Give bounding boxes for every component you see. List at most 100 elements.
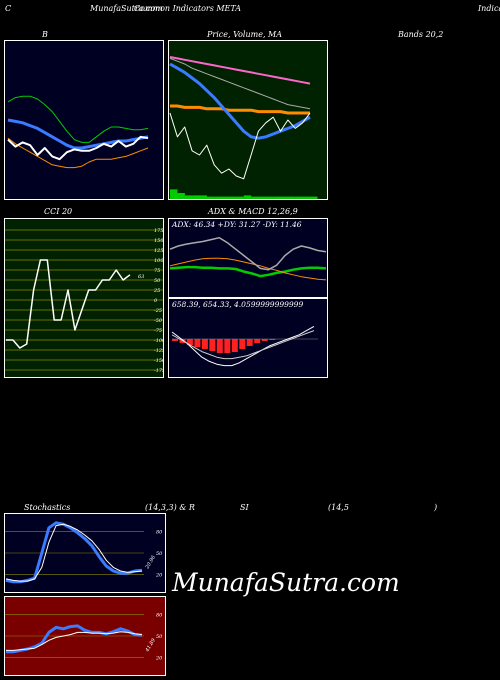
cci-tick-label: -150 [154, 358, 164, 364]
macd-histogram-bar [216, 339, 223, 353]
volume-bar [170, 189, 178, 199]
macd-histogram-bar [231, 339, 238, 352]
price-series-1 [169, 57, 311, 110]
adx-series-1 [169, 257, 327, 281]
price-series-3 [169, 62, 311, 140]
cci-tick-label: -175 [154, 368, 164, 374]
stoch-tick-label: 80 [156, 529, 163, 535]
stoch-params-label: (14,3,3) & R [145, 503, 195, 512]
volume-bar [199, 195, 207, 199]
cci-tick-label: 25 [153, 288, 160, 294]
price-series-4 [169, 112, 311, 180]
bollinger-series-2 [7, 137, 149, 169]
stoch-panel: 80 50 20 20.96 [4, 513, 166, 593]
macd-histogram-bar [186, 339, 193, 345]
volume-bar [295, 196, 303, 199]
header-right: Indicators [478, 4, 500, 13]
cci-tick-label: 100 [154, 258, 164, 264]
bollinger-chart [4, 40, 164, 200]
price-series-2 [170, 104, 310, 115]
cci-tick-label: -50 [154, 318, 163, 324]
cci-panel: 175 150 125 100 75 50 25 0 -25 -50 -75 -100 -125 -150… [4, 218, 164, 378]
price-panel [168, 40, 328, 200]
bollinger-series-1 [7, 118, 149, 150]
macd-histogram-bar [201, 339, 208, 349]
volume-bar [206, 196, 215, 199]
volume-bar [280, 196, 288, 199]
macd-histogram-bar [254, 339, 261, 343]
volume-bar [236, 196, 244, 199]
rsi-close-label: ) [434, 503, 438, 512]
cci-tick-label: 0 [154, 298, 158, 304]
volume-bar [221, 196, 230, 199]
bollinger-series-3 [7, 135, 149, 161]
macd-histogram-bar [194, 339, 201, 347]
cci-tick-label: 125 [154, 248, 164, 254]
adx-series-2 [169, 236, 327, 271]
cci-chart: 175 150 125 100 75 50 25 0 -25 -50 -75 -100 -125 -150… [4, 218, 164, 378]
stoch-tick-label: 50 [156, 551, 163, 557]
cci-value-label: 63 [138, 274, 144, 280]
cci-tick-label: 75 [154, 268, 160, 274]
rsi-series-1 [6, 631, 143, 651]
rsi-tick-label: 80 [156, 612, 163, 618]
volume-bar [214, 196, 222, 199]
cci-tick-label: -100 [154, 338, 164, 344]
bollinger-label: B [42, 30, 48, 39]
cci-tick-label: -125 [154, 348, 164, 354]
adx-panel: ADX: 46.34 +DY: 31.27 -DY: 11.46 [168, 218, 328, 298]
stoch-series-1 [5, 523, 143, 582]
rsi-label: SI [240, 503, 249, 512]
volume-bar [258, 196, 266, 199]
macd-histogram-bar [209, 339, 216, 351]
macd-histogram-bar [246, 339, 253, 346]
volume-bar [192, 195, 200, 199]
macd-histogram-bar [224, 339, 231, 353]
price-label: Price, Volume, MA [207, 30, 283, 39]
volume-bar [177, 193, 185, 199]
volume-bar [310, 196, 318, 199]
macd-histogram-bar [172, 339, 178, 341]
volume-bar [287, 196, 296, 199]
bollinger-series-0 [7, 95, 149, 143]
price-chart [168, 40, 328, 200]
macd-panel: 658.39, 654.33, 4.0599999999999 [168, 298, 328, 378]
header-left: C [5, 4, 12, 13]
stoch-label: Stochastics [24, 503, 71, 512]
stoch-series-0 [5, 521, 143, 584]
bollinger-panel [4, 40, 164, 200]
macd-series-0 [171, 325, 315, 367]
macd-chart [168, 298, 328, 378]
volume-bar [184, 195, 193, 199]
stoch-tick-label: 20 [155, 573, 163, 579]
rsi-tick-label: 20 [155, 656, 163, 662]
header-subtitle: Common Indicators META [134, 4, 242, 13]
header-title: MunafaSutra.com [90, 4, 163, 13]
adx-chart [168, 218, 328, 298]
bands-label: Bands 20,2 [398, 30, 444, 39]
volume-bar [302, 196, 311, 199]
rsi-panel: 80 50 20 41.89 [4, 596, 166, 676]
macd-readout: 658.39, 654.33, 4.0599999999999 [172, 300, 304, 309]
rsi-tick-label: 50 [156, 634, 163, 640]
volume-bar [228, 196, 237, 199]
macd-histogram-bar [261, 339, 268, 341]
macd-histogram-bar [239, 339, 246, 349]
cci-tick-label: 150 [154, 238, 164, 244]
volume-bar [243, 195, 252, 199]
cci-line [6, 259, 131, 349]
adx-macd-label: ADX & MACD 12,26,9 [208, 207, 298, 216]
volume-bar [251, 196, 259, 199]
cci-tick-label: 50 [154, 278, 161, 284]
cci-label: CCI 20 [44, 207, 73, 216]
watermark: MunafaSutra.com [172, 568, 400, 597]
volume-bar [265, 196, 274, 199]
macd-histogram-bar [269, 339, 276, 340]
price-series-0 [169, 56, 311, 85]
volume-bar [273, 196, 281, 199]
cci-tick-label: -75 [154, 328, 162, 334]
cci-tick-label: 175 [154, 228, 164, 234]
macd-series-1 [171, 330, 315, 360]
